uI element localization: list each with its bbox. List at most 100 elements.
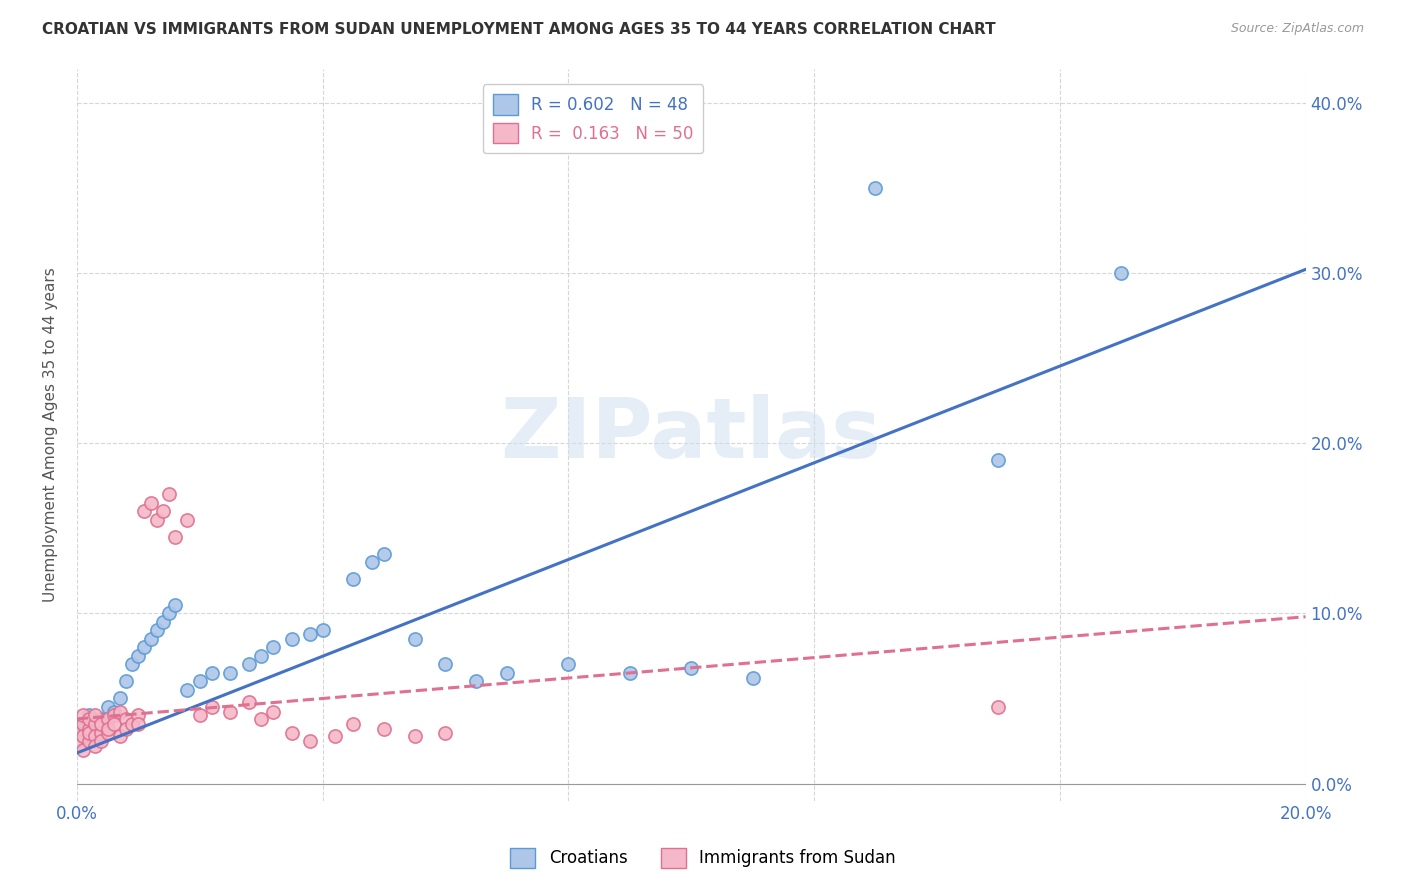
Point <box>342 717 364 731</box>
Point <box>103 705 125 719</box>
Point <box>84 739 107 753</box>
Point <box>108 705 131 719</box>
Point <box>108 729 131 743</box>
Point <box>619 665 641 680</box>
Point <box>84 725 107 739</box>
Point <box>121 657 143 672</box>
Point <box>72 708 94 723</box>
Legend: R = 0.602   N = 48, R =  0.163   N = 50: R = 0.602 N = 48, R = 0.163 N = 50 <box>482 84 703 153</box>
Point <box>342 572 364 586</box>
Point <box>299 734 322 748</box>
Point <box>90 725 112 739</box>
Point <box>90 734 112 748</box>
Point <box>127 708 149 723</box>
Point <box>90 717 112 731</box>
Point <box>201 665 224 680</box>
Point <box>103 708 125 723</box>
Point <box>865 180 887 194</box>
Point <box>90 722 112 736</box>
Point <box>77 725 100 739</box>
Point <box>77 712 100 726</box>
Point <box>250 648 273 663</box>
Point <box>77 734 100 748</box>
Point <box>72 717 94 731</box>
Point <box>373 547 395 561</box>
Point <box>97 722 120 736</box>
Point <box>66 725 89 739</box>
Point <box>262 640 284 655</box>
Point <box>152 615 174 629</box>
Point <box>84 708 107 723</box>
Point <box>77 712 100 726</box>
Point <box>152 504 174 518</box>
Point <box>219 665 242 680</box>
Point <box>134 640 156 655</box>
Point <box>66 725 89 739</box>
Point <box>115 712 138 726</box>
Point <box>90 712 112 726</box>
Point <box>741 671 763 685</box>
Point <box>139 632 162 646</box>
Point <box>1109 266 1132 280</box>
Point <box>165 530 187 544</box>
Point <box>281 632 304 646</box>
Point <box>145 624 167 638</box>
Point <box>145 513 167 527</box>
Point <box>165 598 187 612</box>
Point <box>157 487 180 501</box>
Text: Source: ZipAtlas.com: Source: ZipAtlas.com <box>1230 22 1364 36</box>
Point <box>281 725 304 739</box>
Point <box>404 632 426 646</box>
Point <box>97 725 120 739</box>
Point <box>77 734 100 748</box>
Point <box>72 717 94 731</box>
Y-axis label: Unemployment Among Ages 35 to 44 years: Unemployment Among Ages 35 to 44 years <box>44 268 58 602</box>
Point <box>496 665 519 680</box>
Point <box>72 722 94 736</box>
Point <box>127 717 149 731</box>
Point <box>157 607 180 621</box>
Point <box>176 682 198 697</box>
Point <box>176 513 198 527</box>
Point <box>84 717 107 731</box>
Point <box>72 729 94 743</box>
Point <box>84 729 107 743</box>
Point <box>134 504 156 518</box>
Point <box>360 555 382 569</box>
Point <box>97 700 120 714</box>
Point <box>84 717 107 731</box>
Point <box>115 722 138 736</box>
Point <box>434 657 457 672</box>
Point <box>66 734 89 748</box>
Point <box>127 648 149 663</box>
Point <box>103 717 125 731</box>
Point <box>201 700 224 714</box>
Point <box>404 729 426 743</box>
Point <box>557 657 579 672</box>
Point <box>987 453 1010 467</box>
Point <box>219 705 242 719</box>
Point <box>987 700 1010 714</box>
Point <box>681 661 703 675</box>
Point <box>115 674 138 689</box>
Point <box>238 695 260 709</box>
Point <box>97 712 120 726</box>
Point <box>262 705 284 719</box>
Point <box>108 691 131 706</box>
Point <box>299 627 322 641</box>
Point <box>188 708 211 723</box>
Point <box>97 712 120 726</box>
Point <box>139 496 162 510</box>
Point <box>250 712 273 726</box>
Point <box>121 717 143 731</box>
Legend: Croatians, Immigrants from Sudan: Croatians, Immigrants from Sudan <box>503 841 903 875</box>
Point <box>323 729 346 743</box>
Text: CROATIAN VS IMMIGRANTS FROM SUDAN UNEMPLOYMENT AMONG AGES 35 TO 44 YEARS CORRELA: CROATIAN VS IMMIGRANTS FROM SUDAN UNEMPL… <box>42 22 995 37</box>
Point <box>72 729 94 743</box>
Point <box>77 722 100 736</box>
Text: ZIPatlas: ZIPatlas <box>501 394 882 475</box>
Point <box>188 674 211 689</box>
Point <box>72 742 94 756</box>
Point <box>434 725 457 739</box>
Point <box>373 722 395 736</box>
